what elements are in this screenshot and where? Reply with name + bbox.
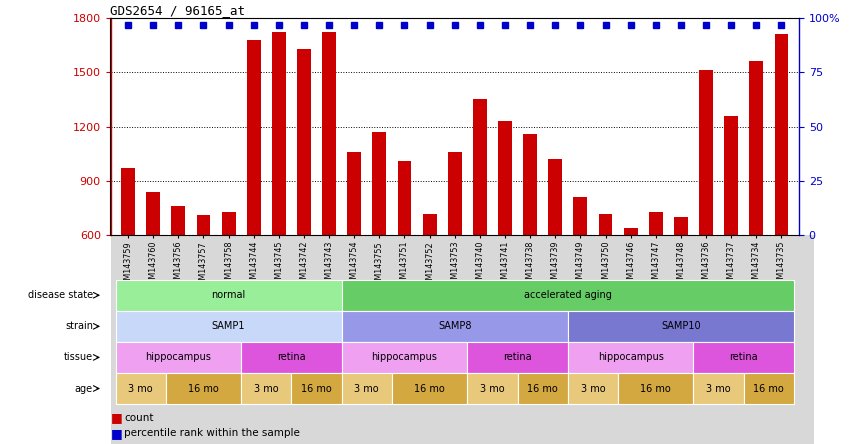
Text: retina: retina — [277, 353, 306, 362]
Bar — [348, 152, 361, 235]
Text: hippocampus: hippocampus — [371, 353, 438, 362]
Text: retina: retina — [503, 353, 532, 362]
Bar — [574, 197, 587, 235]
Bar — [297, 48, 311, 235]
Text: ■: ■ — [110, 427, 122, 440]
Bar — [468, 342, 568, 373]
Bar — [744, 373, 794, 404]
Bar — [774, 34, 788, 235]
Bar — [146, 192, 160, 235]
Bar — [398, 161, 411, 235]
Bar — [222, 212, 235, 235]
Text: normal: normal — [212, 290, 246, 300]
Text: disease state: disease state — [28, 290, 93, 300]
Text: 3 mo: 3 mo — [480, 384, 505, 393]
Bar — [342, 280, 794, 311]
Bar — [598, 214, 613, 235]
Bar — [116, 342, 241, 373]
Text: age: age — [75, 384, 93, 393]
Text: SAMP8: SAMP8 — [438, 321, 472, 331]
Bar — [241, 373, 292, 404]
Bar — [750, 61, 763, 235]
Bar — [372, 132, 386, 235]
Bar — [694, 373, 744, 404]
Text: tissue: tissue — [64, 353, 93, 362]
Text: hippocampus: hippocampus — [598, 353, 664, 362]
Text: 3 mo: 3 mo — [581, 384, 605, 393]
Text: 3 mo: 3 mo — [706, 384, 731, 393]
Bar — [116, 280, 342, 311]
Text: retina: retina — [729, 353, 758, 362]
Bar — [342, 342, 468, 373]
Bar — [196, 215, 211, 235]
Text: 16 mo: 16 mo — [414, 384, 445, 393]
Bar — [468, 373, 518, 404]
Bar — [122, 168, 135, 235]
Text: accelerated aging: accelerated aging — [524, 290, 612, 300]
Bar — [473, 99, 487, 235]
Bar — [241, 342, 342, 373]
Text: strain: strain — [65, 321, 93, 331]
Text: SAMP10: SAMP10 — [661, 321, 700, 331]
Bar — [292, 373, 342, 404]
Text: count: count — [124, 413, 154, 423]
Bar — [518, 373, 568, 404]
Bar — [272, 32, 286, 235]
Text: 3 mo: 3 mo — [128, 384, 153, 393]
Text: SAMP1: SAMP1 — [212, 321, 246, 331]
Text: 16 mo: 16 mo — [753, 384, 785, 393]
Bar — [699, 70, 713, 235]
Bar — [172, 206, 185, 235]
Text: GDS2654 / 96165_at: GDS2654 / 96165_at — [110, 4, 246, 16]
Bar — [422, 214, 437, 235]
Bar — [498, 121, 512, 235]
Bar — [724, 116, 738, 235]
Bar — [618, 373, 694, 404]
Bar — [322, 32, 336, 235]
Bar — [568, 342, 694, 373]
Bar — [649, 212, 663, 235]
Bar — [342, 373, 392, 404]
Bar — [116, 373, 166, 404]
Text: 3 mo: 3 mo — [354, 384, 379, 393]
Text: 16 mo: 16 mo — [527, 384, 558, 393]
Bar — [166, 373, 241, 404]
Bar — [694, 342, 794, 373]
Bar — [568, 373, 618, 404]
Bar — [448, 152, 462, 235]
Bar — [342, 311, 568, 342]
Text: percentile rank within the sample: percentile rank within the sample — [124, 428, 300, 438]
Text: 16 mo: 16 mo — [188, 384, 218, 393]
Bar — [524, 134, 537, 235]
Bar — [392, 373, 468, 404]
Text: ■: ■ — [110, 411, 122, 424]
Text: hippocampus: hippocampus — [145, 353, 212, 362]
Text: 16 mo: 16 mo — [301, 384, 332, 393]
Text: 3 mo: 3 mo — [254, 384, 279, 393]
Bar — [568, 311, 794, 342]
Bar — [548, 159, 562, 235]
Text: 16 mo: 16 mo — [640, 384, 672, 393]
Bar — [246, 40, 261, 235]
Bar — [674, 217, 688, 235]
Bar — [116, 311, 342, 342]
Bar — [624, 228, 638, 235]
